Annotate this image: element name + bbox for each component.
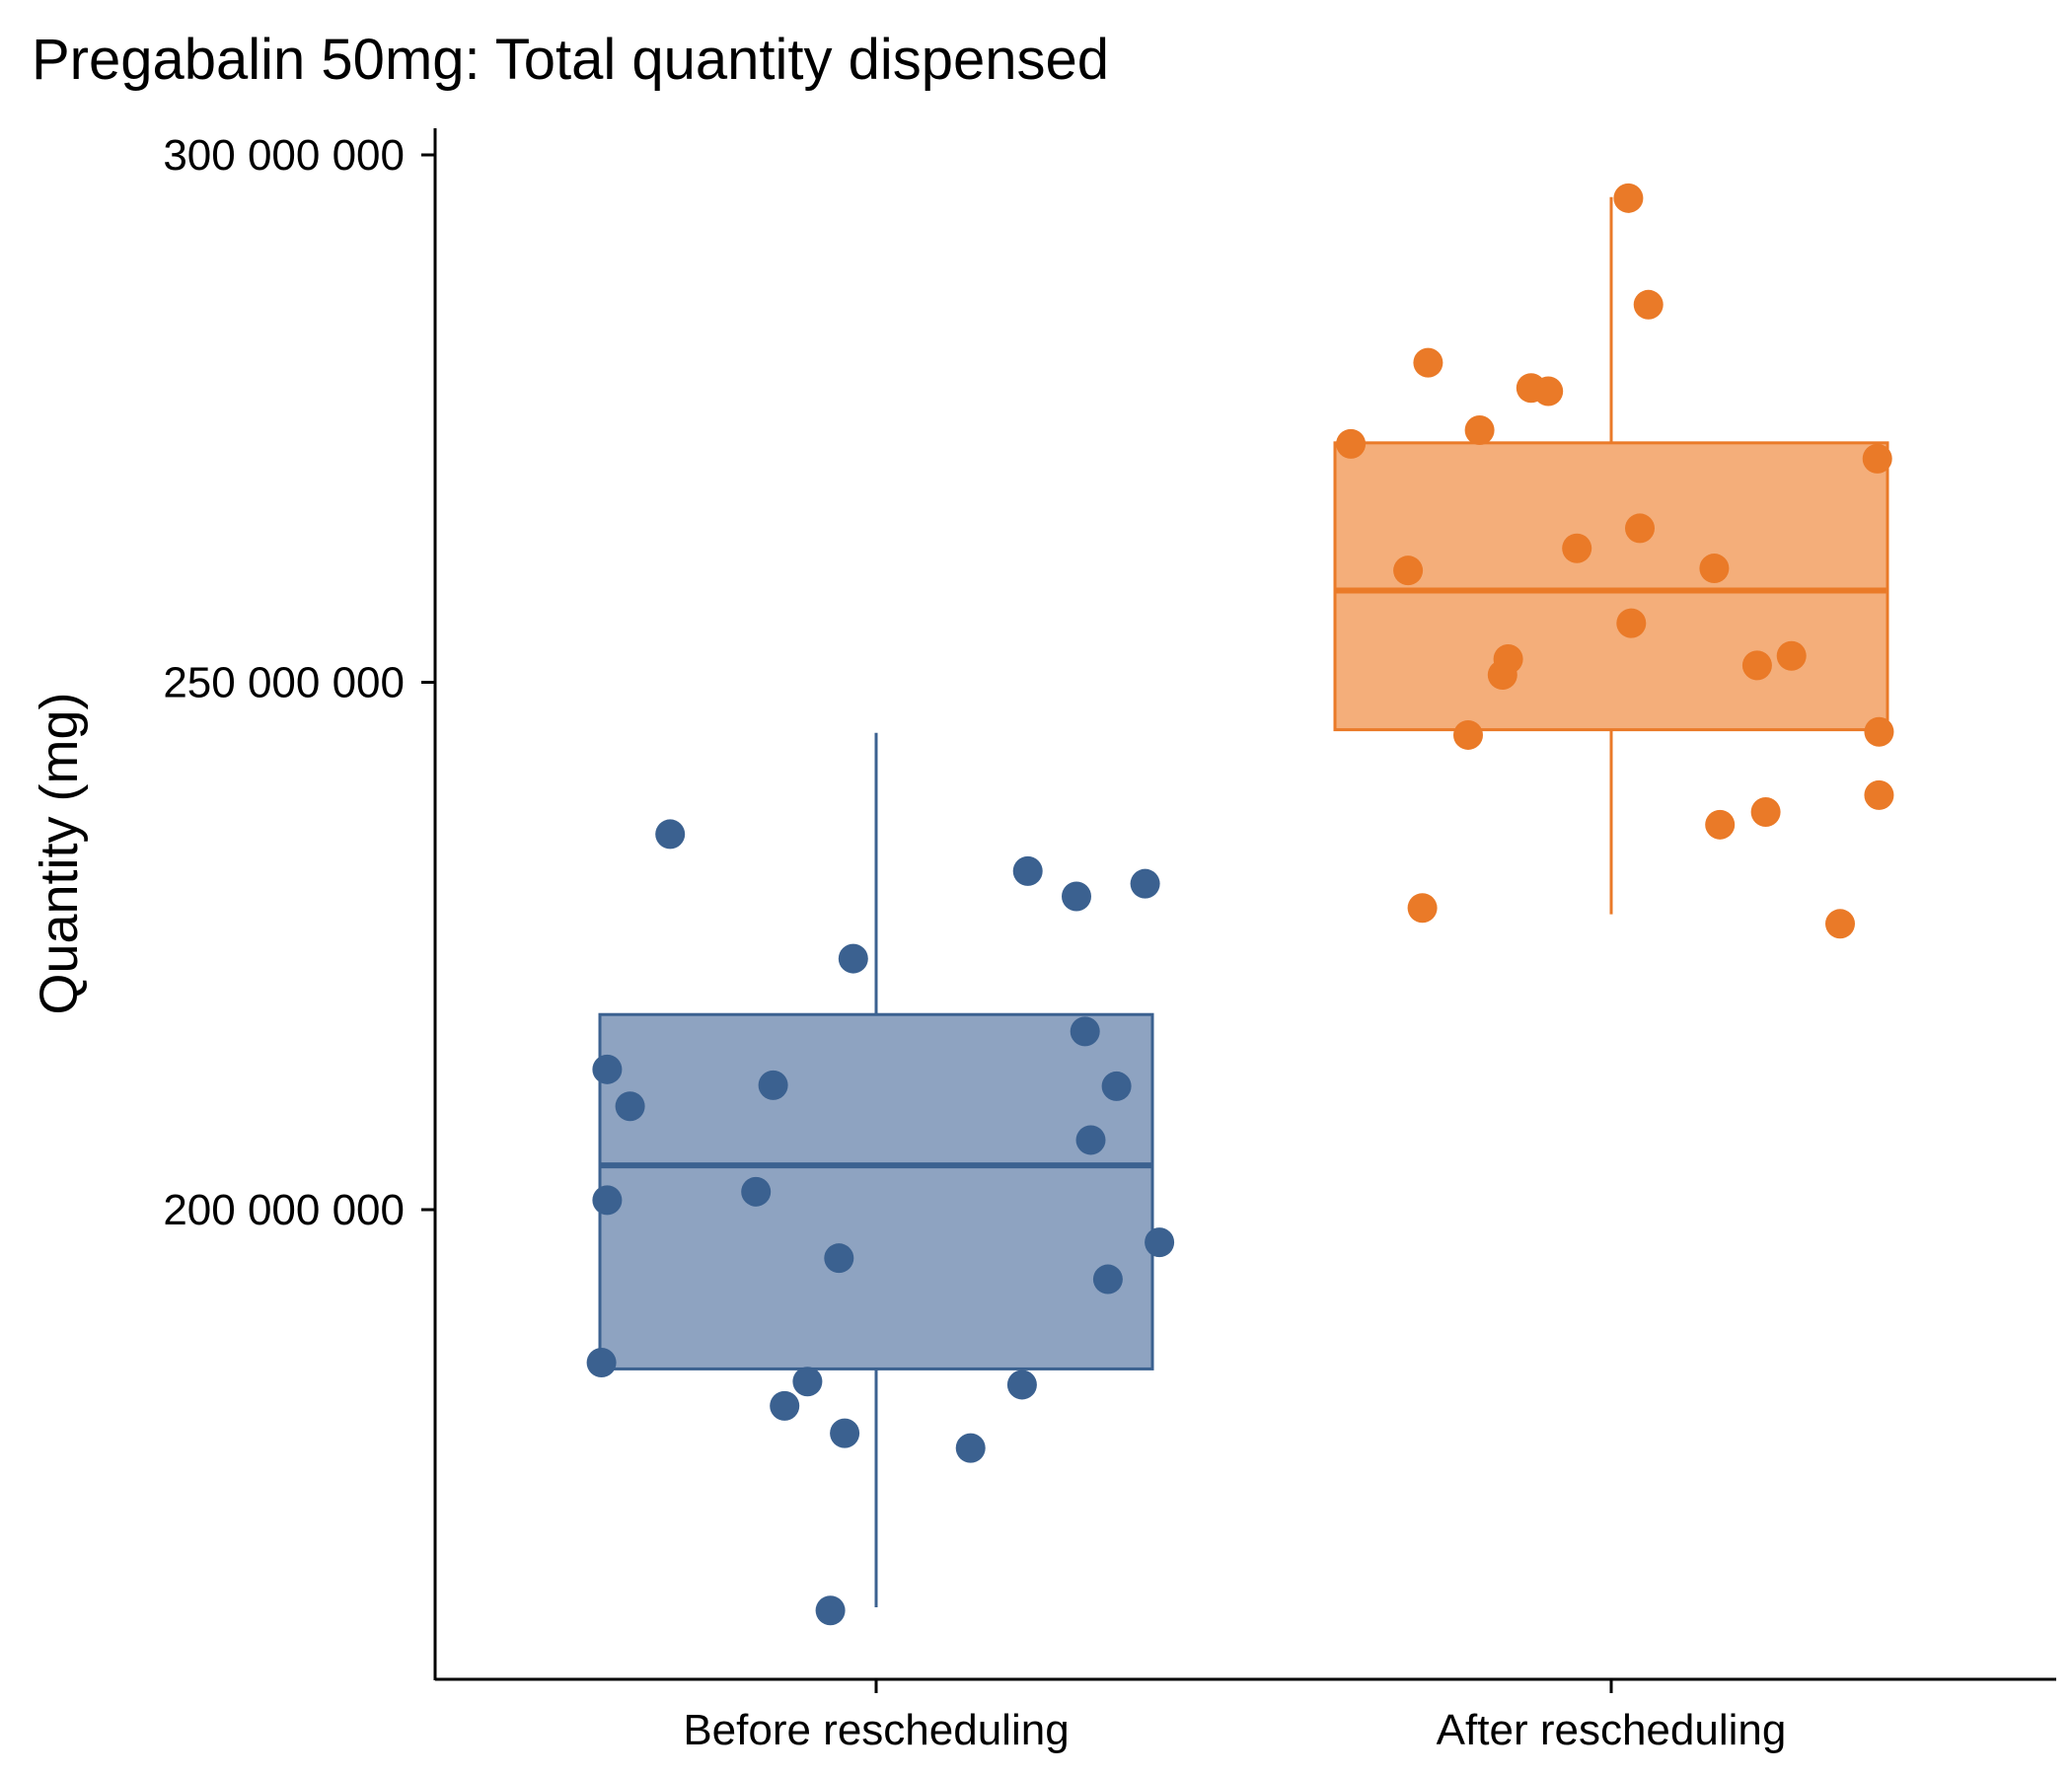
x-axis-ticks: Before rescheduling After rescheduling bbox=[683, 1679, 1786, 1754]
data-point bbox=[741, 1176, 772, 1207]
data-point bbox=[1393, 555, 1424, 586]
boxplots bbox=[598, 196, 1889, 1608]
data-point bbox=[1070, 1016, 1100, 1047]
data-point bbox=[1130, 868, 1160, 899]
data-point bbox=[1101, 1071, 1132, 1101]
data-point bbox=[592, 1185, 623, 1216]
boxplot-after bbox=[1333, 196, 1889, 915]
data-point bbox=[1825, 909, 1855, 939]
data-point bbox=[1464, 415, 1495, 446]
data-point bbox=[1075, 1125, 1106, 1155]
data-point bbox=[1862, 443, 1892, 474]
data-point bbox=[1705, 809, 1736, 840]
data-point bbox=[1062, 881, 1091, 912]
data-point bbox=[592, 1054, 623, 1084]
data-point bbox=[1633, 289, 1664, 320]
data-point bbox=[770, 1390, 800, 1421]
data-point bbox=[1092, 1264, 1123, 1295]
x-tick-label: Before rescheduling bbox=[683, 1706, 1069, 1754]
data-point bbox=[586, 1348, 617, 1378]
data-point bbox=[1006, 1369, 1037, 1400]
data-point bbox=[655, 819, 686, 850]
data-point bbox=[758, 1070, 788, 1100]
data-point bbox=[792, 1367, 823, 1397]
data-point bbox=[815, 1595, 846, 1626]
y-tick-label: 300 000 000 bbox=[163, 131, 405, 180]
data-point bbox=[955, 1433, 986, 1463]
boxplot-before bbox=[598, 732, 1154, 1608]
y-axis-title: Quantity (mg) bbox=[30, 692, 89, 1014]
data-point bbox=[1616, 608, 1647, 638]
data-point bbox=[1562, 533, 1592, 563]
data-point bbox=[1625, 513, 1655, 544]
data-point bbox=[1336, 428, 1367, 459]
data-point bbox=[1493, 643, 1523, 674]
data-point bbox=[1413, 347, 1443, 378]
data-point bbox=[1453, 719, 1483, 750]
y-tick-label: 200 000 000 bbox=[163, 1186, 405, 1234]
data-point bbox=[1012, 855, 1043, 886]
x-tick-label: After rescheduling bbox=[1437, 1706, 1787, 1754]
y-axis-ticks: 200 000 000 250 000 000 300 000 000 bbox=[163, 131, 435, 1234]
box-iqr bbox=[598, 1012, 1154, 1370]
data-point bbox=[1864, 716, 1894, 747]
data-point bbox=[1699, 554, 1730, 584]
data-point bbox=[1750, 796, 1781, 827]
chart-title: Pregabalin 50mg: Total quantity dispense… bbox=[32, 28, 1109, 92]
data-point bbox=[1864, 779, 1894, 810]
data-point bbox=[1533, 376, 1564, 407]
data-point bbox=[1613, 183, 1644, 213]
data-point bbox=[838, 943, 868, 974]
box-iqr bbox=[1333, 441, 1889, 732]
data-point bbox=[1776, 640, 1807, 671]
data-point bbox=[1741, 650, 1772, 681]
y-tick-label: 250 000 000 bbox=[163, 659, 405, 707]
data-point bbox=[824, 1243, 854, 1274]
data-points bbox=[586, 183, 1894, 1626]
data-point bbox=[615, 1091, 645, 1122]
data-point bbox=[1145, 1227, 1175, 1258]
data-point bbox=[830, 1418, 860, 1448]
data-point bbox=[1407, 893, 1438, 924]
